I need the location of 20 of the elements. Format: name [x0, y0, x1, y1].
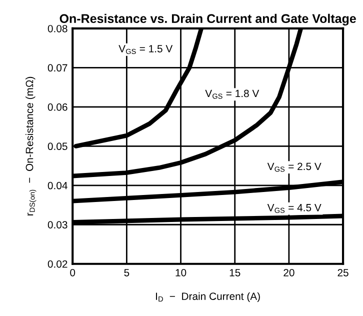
x-tick-label: 15 [230, 269, 240, 276]
series-label: V$_{GS}$ = 1.5 V [118, 45, 173, 54]
series-label: V$_{GS}$ = 2.5 V [267, 162, 322, 172]
x-tick-label: 20 [284, 268, 294, 276]
x-tick-label: 25 [338, 268, 348, 276]
y-tick-label: 0.05 [48, 142, 68, 150]
series-label: V$_{GS}$ = 4.5 V [267, 204, 322, 213]
y-tick-label: 0.03 [48, 221, 68, 228]
y-tick-label: 0.07 [48, 64, 68, 72]
y-tick-label: 0.08 [48, 24, 68, 32]
y-tick-label: 0.04 [48, 182, 68, 190]
y-tick-label: 0.02 [48, 260, 68, 268]
x-axis-title: I$_{D}$ − Drain Current (A) [156, 292, 260, 302]
series-label: V$_{GS}$ = 1.8 V [205, 90, 260, 99]
y-tick-label: 0.06 [48, 103, 68, 111]
chart-title: On-Resistance vs. Drain Current and Gate Voltage [60, 14, 356, 26]
x-tick-label: 5 [124, 269, 130, 276]
y-axis-title: r$_{DS(on)}$ − On-Resistance (mΩ) [26, 76, 36, 216]
x-tick-label: 0 [70, 268, 76, 276]
x-tick-label: 10 [176, 268, 186, 276]
